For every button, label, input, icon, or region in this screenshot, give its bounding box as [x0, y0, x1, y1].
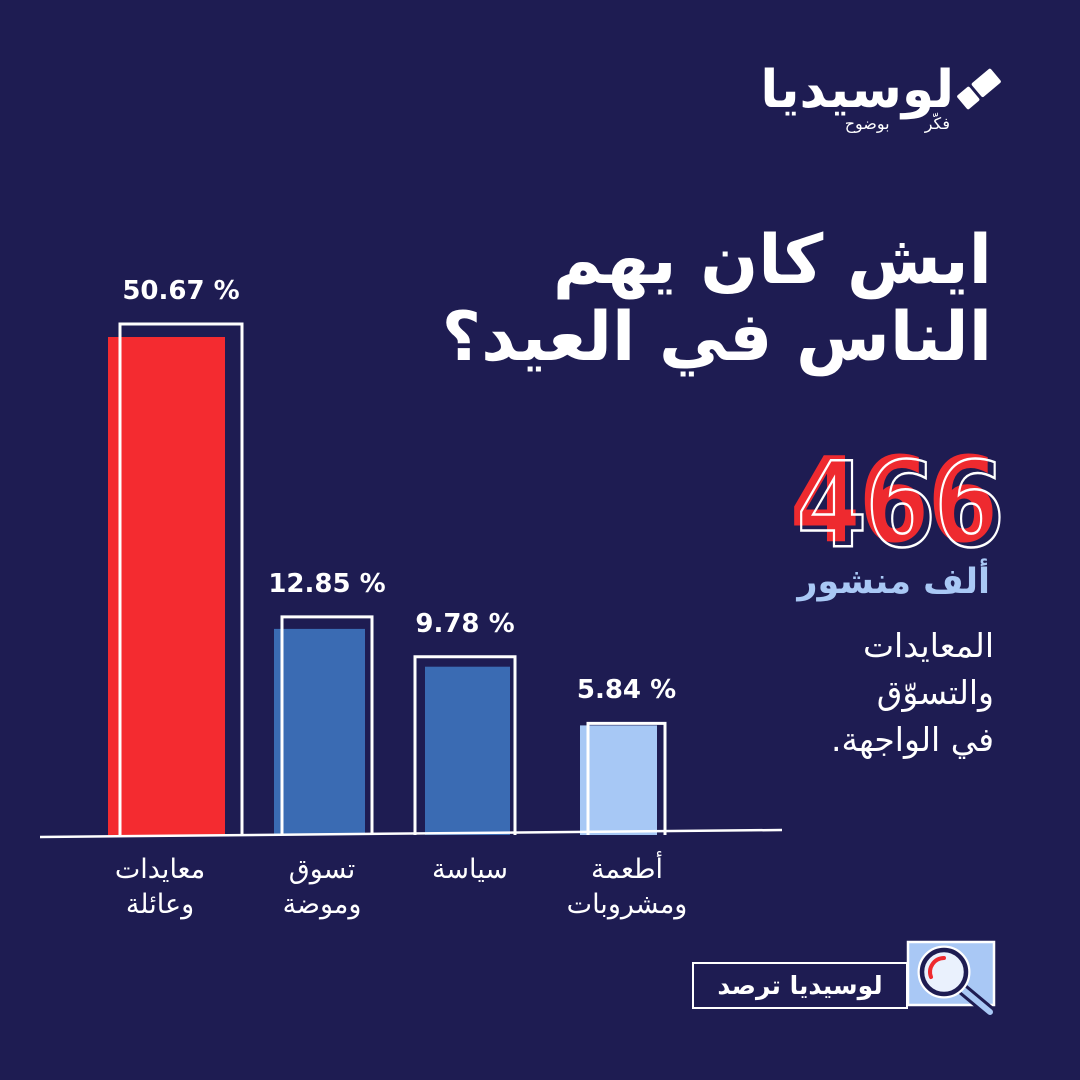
- bars-canvas: [39, 322, 783, 839]
- category-label: أطعمة ومشروبات: [566, 854, 688, 920]
- category-label: سياسة: [431, 854, 509, 885]
- bar-outline: [413, 655, 517, 835]
- bar-outline: [118, 322, 244, 835]
- brand-name: لوسيديا: [760, 60, 954, 120]
- summary-line: في الواجهة.: [830, 720, 994, 759]
- bar: [580, 725, 657, 835]
- bar-outline: [586, 721, 667, 835]
- magnifier-icon: [906, 940, 996, 1018]
- post-count-outline: 466: [795, 436, 1006, 574]
- post-count-unit: ألف منشور: [797, 562, 990, 602]
- bar: [425, 666, 510, 835]
- bar-value-label: 9.78 %: [415, 608, 515, 639]
- bar: [274, 628, 365, 835]
- bar: [108, 337, 225, 835]
- badge-label: لوسيديا ترصد: [717, 971, 883, 1000]
- headline-line-2: الناس في العيد؟: [441, 298, 992, 377]
- chart-baseline: [39, 828, 783, 839]
- brand-tagline: فكّر بوضوح: [844, 114, 950, 133]
- bar-value-label: 12.85 %: [268, 568, 386, 599]
- category-label: معايدات وعائلة: [114, 854, 206, 920]
- bar-outline: [280, 615, 374, 835]
- bar-chart: 50.67 % معايدات وعائلة 12.85 % تسوق وموضة 9.…: [30, 260, 800, 930]
- pencil-eraser-icon: [957, 68, 1001, 110]
- summary-line: والتسوّق: [876, 673, 994, 712]
- bar-value-label: 50.67 %: [122, 276, 240, 307]
- headline-line-1: ايش كان يهم: [552, 221, 992, 300]
- category-label: تسوق وموضة: [282, 854, 362, 920]
- post-count-value: 466: [789, 431, 997, 569]
- headline: ايش كان يهم الناس في العيد؟: [442, 222, 992, 376]
- bar-value-label: 5.84 %: [576, 675, 677, 706]
- summary-text: المعايدات والتسوّق في الواجهة.: [831, 622, 994, 763]
- post-count: 466 466: [726, 431, 1005, 569]
- lucidya-monitors-badge[interactable]: لوسيديا ترصد: [692, 962, 908, 1009]
- summary-line: المعايدات: [862, 626, 994, 665]
